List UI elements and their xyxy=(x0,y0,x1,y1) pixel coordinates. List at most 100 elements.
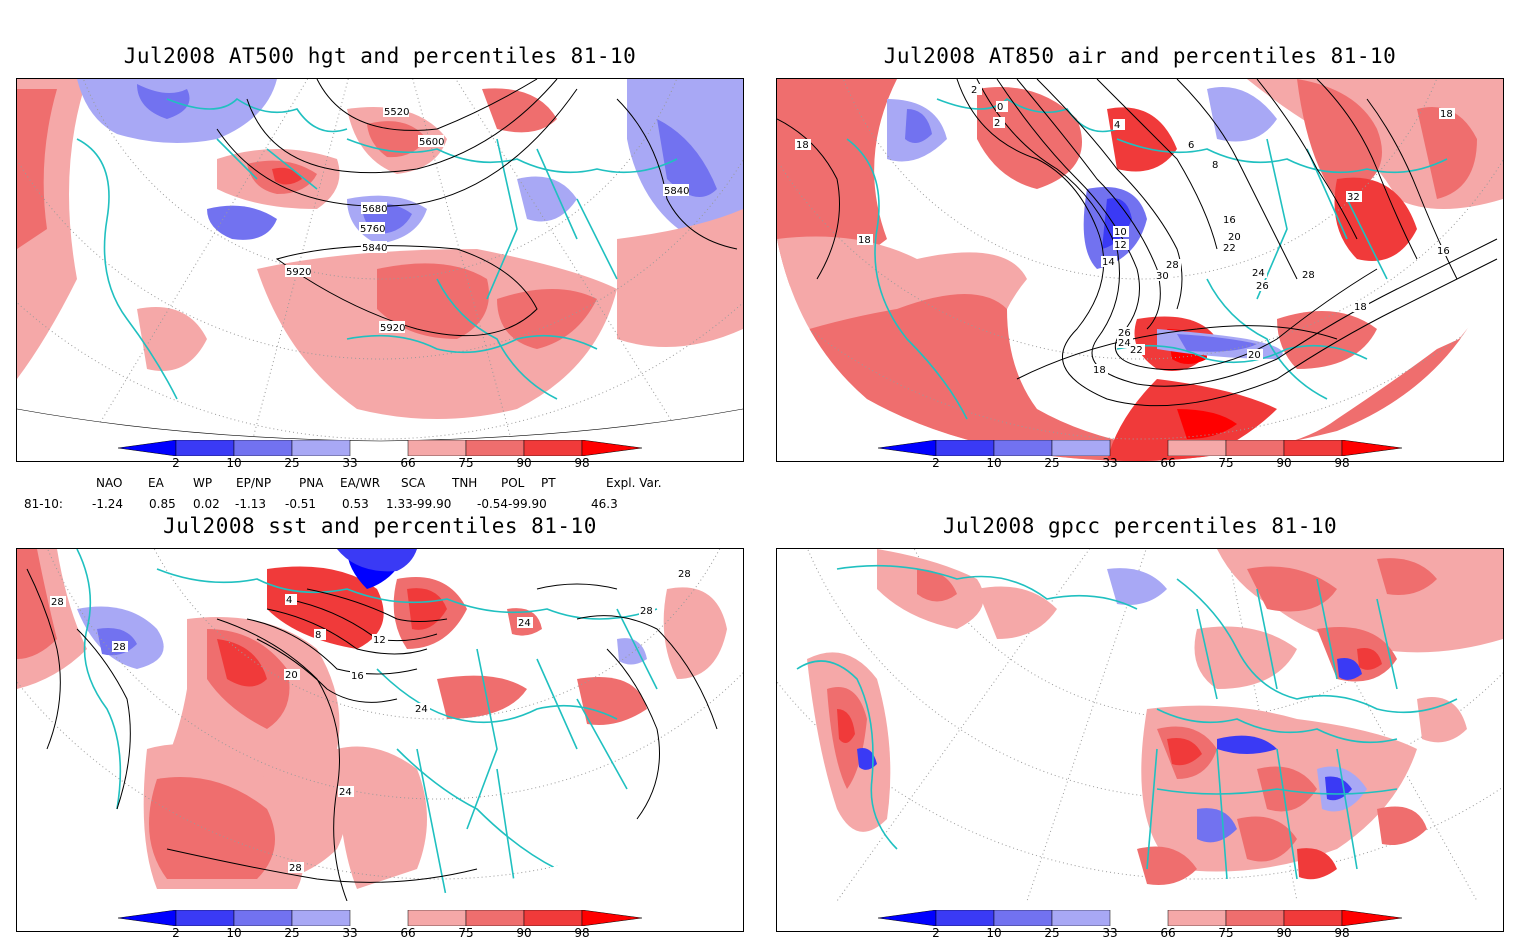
contour-label: 5920 xyxy=(380,323,405,334)
index-header: TNH xyxy=(452,476,478,490)
index-header: SCA xyxy=(401,476,426,490)
colorbar-tick: 2 xyxy=(172,926,180,940)
index-table: NAO EA WP EP/NP PNA EA/WR SCA TNH POL PT… xyxy=(0,474,760,514)
map-air850: 2 0 2 4 6 8 10 12 14 16 18 20 22 24 26 2… xyxy=(776,78,1504,462)
contour-label: 26 xyxy=(1256,281,1269,292)
contour-label: 5600 xyxy=(419,137,444,148)
index-value: -1.13 xyxy=(235,497,267,511)
index-header: NAO xyxy=(96,476,123,490)
index-value: 0.02 xyxy=(193,497,220,511)
contour-label: 24 xyxy=(415,704,428,715)
colorbar-tick: 25 xyxy=(284,456,300,470)
index-header: EA/WR xyxy=(340,476,381,490)
map-sst: 28 28 24 20 16 12 8 4 24 24 28 28 28 xyxy=(16,548,744,932)
contour-label: 5680 xyxy=(362,204,387,215)
contour-label: 20 xyxy=(285,670,298,681)
contour-label: 16 xyxy=(1223,215,1236,226)
panel-title-sst: Jul2008 sst and percentiles 81-10 xyxy=(163,514,597,538)
colorbar-sst: 2 10 25 33 66 75 90 98 xyxy=(117,909,678,940)
contour-label: 5920 xyxy=(286,267,311,278)
contour-label: 20 xyxy=(1228,232,1241,243)
index-header: PNA xyxy=(299,476,324,490)
contour-label: 2 xyxy=(994,118,1000,129)
index-value: -0.51 xyxy=(285,497,317,511)
colorbar-tick: 33 xyxy=(1102,456,1118,470)
contour-label: 28 xyxy=(678,569,691,580)
contour-label: 28 xyxy=(289,863,302,874)
contour-label: 12 xyxy=(373,635,386,646)
colorbar-swatches xyxy=(877,909,1403,927)
index-header: EA xyxy=(148,476,164,490)
contour-label: 18 xyxy=(796,140,809,151)
contour-label: 24 xyxy=(1118,338,1131,349)
colorbar-tick: 75 xyxy=(1218,456,1234,470)
colorbar-tick: 10 xyxy=(986,456,1002,470)
contour-label: 0 xyxy=(997,102,1003,113)
contour-label: 4 xyxy=(286,595,292,606)
contour-label: 18 xyxy=(1093,365,1106,376)
contour-label: 18 xyxy=(1354,302,1367,313)
colorbar-air850: 2 10 25 33 66 75 90 98 xyxy=(877,439,1438,470)
index-value: -1.24 xyxy=(92,497,124,511)
contour-label: 22 xyxy=(1223,243,1236,254)
colorbar-tick: 25 xyxy=(1044,456,1060,470)
colorbar-tick: 25 xyxy=(284,926,300,940)
contour-label: 20 xyxy=(1248,350,1261,361)
contour-label: 28 xyxy=(1166,260,1179,271)
contour-label: 5520 xyxy=(384,107,409,118)
colorbar-tick: 90 xyxy=(516,926,532,940)
colorbar-tick: 10 xyxy=(226,926,242,940)
colorbar-tick: 33 xyxy=(342,456,358,470)
index-row-label: 81-10: xyxy=(24,497,63,511)
colorbar-tick: 90 xyxy=(1276,456,1292,470)
colorbar-tick: 98 xyxy=(574,456,590,470)
index-value: 0.85 xyxy=(149,497,176,511)
contour-label: 24 xyxy=(1252,268,1265,279)
index-header: Expl. Var. xyxy=(606,476,662,490)
contour-label: 5760 xyxy=(360,224,385,235)
colorbar-tick: 98 xyxy=(574,926,590,940)
colorbar-tick: 66 xyxy=(1160,926,1176,940)
contour-label: 5840 xyxy=(362,243,387,254)
colorbar-tick: 66 xyxy=(400,456,416,470)
colorbar-swatches xyxy=(117,439,643,457)
contour-label: 14 xyxy=(1102,257,1115,268)
contour-label: 8 xyxy=(1212,160,1218,171)
colorbar-tick: 75 xyxy=(1218,926,1234,940)
colorbar-tick: 98 xyxy=(1334,926,1350,940)
map-hgt500: 5520 5600 5680 5760 5840 5920 5920 5840 xyxy=(16,78,744,462)
contour-label: 16 xyxy=(351,671,364,682)
colorbar-tick: 10 xyxy=(226,456,242,470)
contour-label: 6 xyxy=(1188,140,1194,151)
colorbar-tick: 2 xyxy=(932,926,940,940)
contour-label: 10 xyxy=(1114,227,1127,238)
contour-label: 28 xyxy=(640,606,653,617)
colorbar-tick: 2 xyxy=(932,456,940,470)
contour-label: 24 xyxy=(339,787,352,798)
contour-label: 28 xyxy=(1302,270,1315,281)
contour-label: 26 xyxy=(1118,328,1131,339)
colorbar-tick: 25 xyxy=(1044,926,1060,940)
colorbar-tick: 66 xyxy=(400,926,416,940)
contour-label: 12 xyxy=(1114,240,1127,251)
contour-label: 4 xyxy=(1114,120,1120,131)
colorbar-tick: 10 xyxy=(986,926,1002,940)
contour-label: 16 xyxy=(1437,246,1450,257)
index-header: POL xyxy=(501,476,525,490)
contour-label: 18 xyxy=(1440,109,1453,120)
colorbar-tick: 33 xyxy=(1102,926,1118,940)
colorbar-tick: 66 xyxy=(1160,456,1176,470)
colorbar-tick: 98 xyxy=(1334,456,1350,470)
contour-label: 28 xyxy=(113,642,126,653)
contour-label: 5840 xyxy=(664,186,689,197)
contour-label: 18 xyxy=(858,235,871,246)
colorbar-tick: 75 xyxy=(458,926,474,940)
index-value: -0.54-99.90 xyxy=(477,497,547,511)
panel-title-hgt500: Jul2008 AT500 hgt and percentiles 81-10 xyxy=(123,44,637,68)
contour-label: 24 xyxy=(518,618,531,629)
contour-label: 32 xyxy=(1347,192,1360,203)
index-value: 46.3 xyxy=(591,497,618,511)
index-header: WP xyxy=(193,476,213,490)
colorbar-tick: 90 xyxy=(1276,926,1292,940)
map-gpcc xyxy=(776,548,1504,932)
